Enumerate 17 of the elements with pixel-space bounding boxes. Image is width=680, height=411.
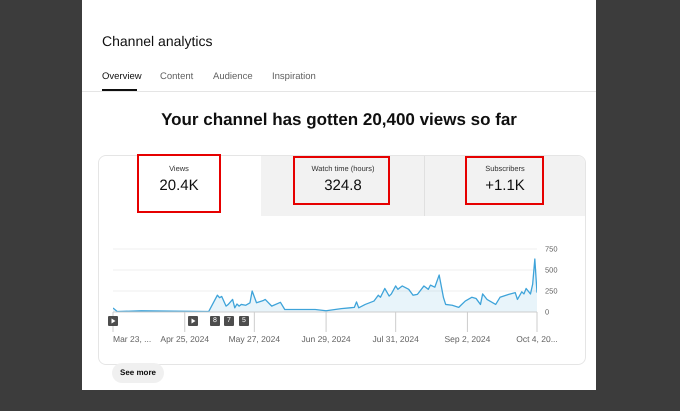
x-tick-label: Apr 25, 2024 [160,334,210,344]
text: Content [160,71,194,82]
x-tick-label: Jun 29, 2024 [302,334,351,344]
x-tick-label: Jul 31, 2024 [372,334,420,344]
chart-title: Channel analytics [102,33,213,49]
x-tick-label: May 27, 2024 [228,334,280,344]
x-tick-label: Oct 4, 20... [516,334,558,344]
text: 324.8 [323,177,363,194]
text: Audience [213,71,253,82]
text: See more [112,363,164,383]
text: +1.1K [484,177,526,194]
x-tick-label: Sep 2, 2024 [444,334,491,344]
text: Inspiration [272,71,316,82]
text: 20.4K [158,177,200,194]
chart-subtitle: Your channel has gotten 20,400 views so far [160,110,518,130]
text: Overview [102,71,142,82]
x-tick-label: Mar 23, ... [113,334,152,344]
